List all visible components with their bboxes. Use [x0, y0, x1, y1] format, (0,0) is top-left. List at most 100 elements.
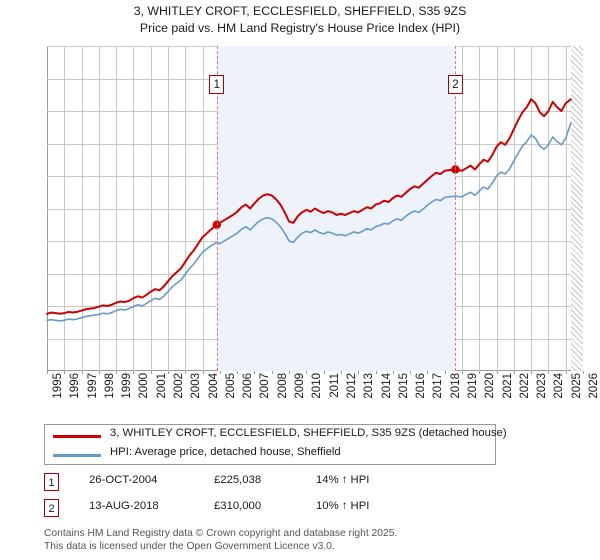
x-axis: 1995 1996 1997 1998 1999 2000 2001 2002 2003 2004…	[47, 371, 600, 415]
x-axis-tick-label: 2018	[449, 373, 462, 399]
transaction-hpi-delta: 14% ↑ HPI	[316, 474, 370, 486]
footer-attribution: Contains HM Land Registry data © Crown c…	[44, 528, 564, 553]
sale-marker-badge[interactable]: 1	[209, 75, 225, 94]
x-axis-tick-label: 2011	[328, 373, 341, 398]
x-axis-tick-label: 2014	[380, 373, 393, 399]
x-axis-tick	[237, 371, 239, 374]
legend-item: HPI: Average price, detached house, Shef…	[45, 445, 495, 464]
x-axis-tick	[496, 371, 498, 374]
x-axis-tick	[254, 371, 256, 374]
footer-line-1: Contains HM Land Registry data © Crown c…	[44, 528, 398, 539]
x-axis-tick	[531, 371, 533, 374]
gridline-vertical	[150, 46, 152, 371]
x-axis-tick	[461, 371, 463, 374]
gridline-vertical	[81, 46, 83, 371]
gridline-vertical	[496, 46, 498, 371]
gridline-vertical	[64, 46, 66, 371]
sale-marker-badge[interactable]: 2	[447, 75, 463, 94]
series-line-hpi	[46, 121, 572, 322]
transaction-date: 13-AUG-2018	[89, 500, 159, 512]
page-title: 3, WHITLEY CROFT, ECCLESFIELD, SHEFFIELD…	[133, 4, 467, 18]
gridline-vertical	[565, 46, 567, 371]
x-axis-tick	[116, 371, 118, 374]
x-axis-tick	[375, 371, 377, 374]
x-axis-tick	[548, 371, 550, 374]
x-axis-tick	[289, 371, 291, 374]
x-axis-tick-label: 1996	[69, 373, 82, 399]
marker-vertical-line	[216, 46, 218, 371]
no-data-hatched-region	[570, 46, 583, 371]
marker-vertical-line	[455, 46, 457, 371]
x-axis-tick	[185, 371, 187, 374]
x-axis-tick	[583, 371, 584, 374]
x-axis-tick-label: 2016	[415, 373, 428, 399]
chart-title-block: 3, WHITLEY CROFT, ECCLESFIELD, SHEFFIELD…	[0, 3, 600, 37]
x-axis-tick-label: 2010	[311, 373, 324, 399]
x-axis-tick-label: 2007	[259, 373, 272, 399]
x-axis-tick	[479, 371, 481, 374]
gridline-vertical	[116, 46, 118, 371]
gridline-vertical	[185, 46, 187, 371]
x-axis-tick-label: 1999	[121, 373, 134, 399]
x-axis-tick	[64, 371, 66, 374]
gridline-vertical	[548, 46, 550, 371]
legend-color-swatch	[53, 435, 101, 438]
transaction-price: £225,038	[214, 474, 262, 486]
transaction-table: 1 26-OCT-2004 £225,038 14% ↑ HPI 2 13-AUG-201…	[44, 472, 504, 524]
x-axis-tick	[150, 371, 152, 374]
x-axis-tick	[323, 371, 325, 374]
legend-label: HPI: Average price, detached house, Shef…	[110, 446, 341, 458]
transaction-marker-badge: 2	[44, 499, 59, 517]
x-axis-tick	[340, 371, 342, 374]
x-axis-tick	[98, 371, 100, 374]
series-line-price-paid	[46, 98, 572, 315]
x-axis-tick	[168, 371, 170, 374]
x-axis-tick-label: 2002	[173, 373, 186, 399]
footer-line-2: This data is licensed under the Open Gov…	[44, 540, 335, 552]
x-axis-tick-label: 2025	[570, 373, 583, 399]
gridline-vertical	[98, 46, 100, 371]
legend-color-swatch	[53, 454, 101, 457]
transaction-hpi-delta: 10% ↑ HPI	[316, 500, 370, 512]
transaction-price: £310,000	[214, 500, 262, 512]
x-axis-tick	[444, 371, 446, 374]
x-axis-tick-label: 2015	[397, 373, 410, 399]
x-axis-tick	[513, 371, 515, 374]
x-axis-tick-label: 2022	[518, 373, 531, 399]
series-layer	[46, 98, 572, 322]
x-axis-tick	[427, 371, 429, 374]
x-axis-tick	[358, 371, 360, 374]
x-axis-tick-label: 1998	[103, 373, 116, 399]
x-axis-tick-label: 2000	[138, 373, 151, 399]
x-axis-tick-label: 2013	[363, 373, 376, 399]
x-axis-tick-label: 2019	[466, 373, 479, 399]
gridline-vertical	[531, 46, 533, 371]
x-axis-tick-label: 2005	[224, 373, 237, 399]
gridline-vertical	[513, 46, 515, 371]
x-axis-tick-label: 1995	[52, 373, 64, 399]
transaction-marker-badge: 1	[44, 473, 59, 491]
x-axis-tick	[219, 371, 221, 374]
x-axis-tick	[271, 371, 273, 374]
x-axis-tick-label: 2006	[242, 373, 255, 399]
x-axis-tick	[565, 371, 567, 374]
x-axis-tick	[306, 371, 308, 374]
chart-legend: 3, WHITLEY CROFT, ECCLESFIELD, SHEFFIELD…	[44, 424, 507, 465]
transaction-date: 26-OCT-2004	[89, 474, 158, 486]
gridline-vertical	[479, 46, 481, 371]
gridline-vertical	[133, 46, 135, 371]
table-row[interactable]: 2 13-AUG-2018 £310,000 10% ↑ HPI	[44, 498, 504, 524]
x-axis-tick	[202, 371, 204, 374]
x-axis-tick	[410, 371, 412, 374]
x-axis-tick-label: 2009	[294, 373, 307, 399]
legend-label: 3, WHITLEY CROFT, ECCLESFIELD, SHEFFIELD…	[110, 427, 507, 439]
x-axis-tick	[81, 371, 83, 374]
x-axis-tick-label: 2004	[207, 373, 220, 399]
x-axis-tick-label: 2017	[432, 373, 445, 399]
x-axis-tick-label: 1997	[86, 373, 99, 399]
ownership-span-shading	[216, 46, 456, 371]
x-axis-tick-label: 2026	[588, 373, 600, 399]
table-row[interactable]: 1 26-OCT-2004 £225,038 14% ↑ HPI	[44, 472, 504, 498]
x-axis-tick-label: 2012	[345, 373, 358, 399]
gridline-vertical	[202, 46, 204, 371]
